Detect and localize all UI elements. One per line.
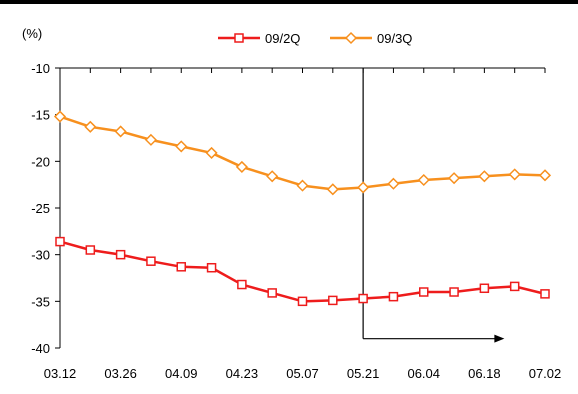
series-1 bbox=[53, 110, 552, 196]
x-tick-label: 05.07 bbox=[286, 366, 319, 381]
data-point bbox=[266, 170, 279, 183]
data-point bbox=[357, 181, 370, 194]
data-point bbox=[388, 291, 399, 302]
y-tick-label: -10 bbox=[31, 61, 50, 76]
legend-label-0: 09/2Q bbox=[265, 31, 300, 46]
series-line-0 bbox=[59, 240, 546, 303]
data-point bbox=[387, 177, 400, 190]
x-tick-label: 03.12 bbox=[44, 366, 77, 381]
x-tick-label: 06.18 bbox=[468, 366, 501, 381]
legend-marker-1 bbox=[344, 31, 358, 45]
data-point bbox=[237, 279, 247, 290]
x-tick-label: 03.26 bbox=[104, 366, 137, 381]
legend-label-1: 09/3Q bbox=[377, 31, 412, 46]
data-point bbox=[297, 296, 308, 307]
y-axis: -10 -15 -20 -25 -30 -35 -40 bbox=[31, 61, 61, 356]
series-0 bbox=[55, 236, 550, 307]
data-point bbox=[205, 146, 218, 159]
data-point bbox=[417, 173, 430, 187]
x-tick-label: 04.23 bbox=[226, 366, 259, 381]
data-point bbox=[114, 125, 127, 138]
data-point bbox=[53, 110, 67, 123]
data-point bbox=[419, 287, 429, 297]
x-tick-label: 07.02 bbox=[529, 366, 562, 381]
data-point bbox=[235, 160, 248, 173]
data-point bbox=[509, 281, 520, 292]
legend-marker-0 bbox=[234, 33, 244, 43]
data-point bbox=[55, 236, 65, 247]
y-tick-label: -15 bbox=[31, 108, 50, 123]
x-tick-label: 06.04 bbox=[407, 366, 440, 381]
data-point bbox=[206, 262, 217, 273]
data-point bbox=[328, 295, 338, 306]
data-point bbox=[478, 170, 491, 183]
data-point bbox=[175, 140, 188, 153]
data-point bbox=[448, 172, 461, 185]
data-point bbox=[358, 293, 368, 304]
data-point bbox=[176, 262, 186, 272]
data-point bbox=[449, 287, 459, 297]
data-point bbox=[540, 289, 550, 299]
data-point bbox=[538, 169, 552, 182]
data-point bbox=[508, 168, 521, 181]
y-tick-label: -25 bbox=[31, 201, 50, 216]
data-point bbox=[115, 249, 126, 260]
annotation bbox=[362, 68, 505, 343]
data-point bbox=[479, 283, 490, 294]
series-line-1 bbox=[59, 115, 546, 191]
data-point bbox=[84, 120, 97, 133]
data-point bbox=[267, 288, 277, 298]
x-tick-label: 04.09 bbox=[165, 366, 198, 381]
legend: 09/2Q 09/3Q bbox=[218, 31, 412, 46]
data-point bbox=[296, 179, 309, 192]
y-unit-label: (%) bbox=[22, 26, 42, 41]
data-point bbox=[85, 245, 96, 255]
data-point bbox=[326, 183, 339, 196]
annotation-arrowhead bbox=[494, 334, 505, 343]
y-tick-label: -35 bbox=[31, 294, 50, 309]
y-tick-label: -30 bbox=[31, 248, 50, 263]
x-tick-label: 05.21 bbox=[347, 366, 380, 381]
data-point bbox=[146, 256, 156, 266]
y-tick-label: -20 bbox=[31, 154, 50, 169]
top-rule bbox=[0, 0, 578, 4]
series-group bbox=[53, 110, 552, 307]
data-point bbox=[144, 133, 157, 146]
y-tick-label: -40 bbox=[31, 341, 50, 356]
x-axis: 03.12 03.26 04.09 04.23 05.07 05.21 06.04 06.18… bbox=[44, 67, 562, 381]
